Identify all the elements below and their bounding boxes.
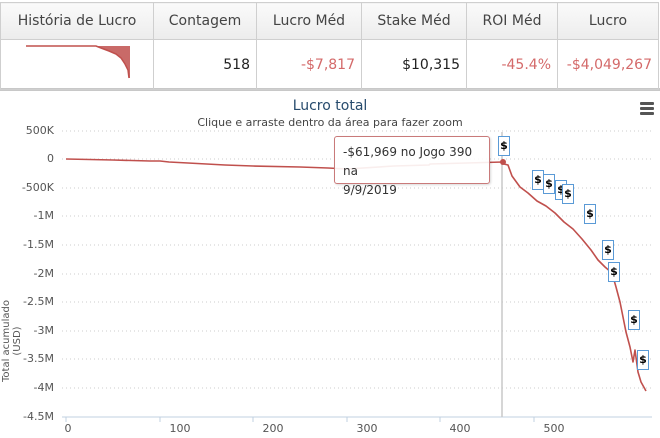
stats-header-row: História de Lucro Contagem Lucro Méd Sta…: [0, 2, 659, 40]
header-avg-profit[interactable]: Lucro Méd: [256, 2, 362, 40]
y-tick: -500K: [21, 181, 54, 194]
dollar-flag-icon[interactable]: $: [584, 204, 596, 224]
y-tick: 500K: [25, 124, 54, 137]
profit-sparkline: [0, 39, 154, 90]
dollar-flag-icon[interactable]: $: [608, 262, 620, 282]
header-profit[interactable]: Lucro: [557, 2, 659, 40]
dollar-flag-icon[interactable]: $: [562, 184, 574, 204]
y-tick: -1.5M: [23, 238, 54, 251]
stats-data-row: 518 -$7,817 $10,315 -45.4% -$4,049,267: [0, 39, 659, 90]
x-tick: 500: [543, 422, 565, 435]
sparkline-chart: [26, 45, 130, 79]
stats-table-panel: História de Lucro Contagem Lucro Méd Sta…: [0, 0, 660, 91]
y-tick: 0: [47, 152, 54, 165]
count-value: 518: [153, 39, 257, 90]
x-tick: 200: [262, 422, 284, 435]
profit-chart[interactable]: Lucro total Clique e arraste dentro da á…: [0, 92, 660, 438]
x-tick: 400: [449, 422, 471, 435]
stats-table: História de Lucro Contagem Lucro Méd Sta…: [0, 2, 659, 90]
data-point-tooltip: -$61,969 no Jogo 390 na 9/9/2019: [334, 136, 490, 197]
header-count[interactable]: Contagem: [153, 2, 257, 40]
y-tick: -4.5M: [23, 410, 54, 423]
x-tick: 300: [356, 422, 378, 435]
y-tick: -1M: [33, 209, 54, 222]
tooltip-line-1: -$61,969 no Jogo 390 na: [343, 145, 473, 178]
avg-profit-value: -$7,817: [256, 39, 362, 90]
tooltip-line-2: 9/9/2019: [343, 183, 397, 197]
x-tick: 0: [64, 422, 72, 435]
plot-area[interactable]: [0, 92, 660, 438]
y-tick: -4M: [33, 381, 54, 394]
dollar-flag-icon[interactable]: $: [637, 350, 649, 370]
x-tick: 100: [169, 422, 191, 435]
y-tick: -3M: [33, 324, 54, 337]
header-avg-roi[interactable]: ROI Méd: [466, 2, 558, 40]
avg-stake-value: $10,315: [361, 39, 467, 90]
dollar-flag-icon[interactable]: $: [543, 174, 555, 194]
header-profit-history[interactable]: História de Lucro: [0, 2, 154, 40]
dollar-flag-icon[interactable]: $: [498, 136, 510, 156]
chart-title: Lucro total: [292, 98, 368, 114]
profit-value: -$4,049,267: [557, 39, 659, 90]
hamburger-menu-icon[interactable]: [640, 102, 654, 117]
y-tick: -3.5M: [23, 352, 54, 365]
chart-subtitle: Clique e arraste dentro da área para faz…: [197, 116, 463, 129]
y-tick: -2M: [33, 267, 54, 280]
dollar-flag-icon[interactable]: $: [628, 310, 640, 330]
dollar-flag-icon[interactable]: $: [602, 240, 614, 260]
avg-roi-value: -45.4%: [466, 39, 558, 90]
header-avg-stake[interactable]: Stake Méd: [361, 2, 467, 40]
y-tick: -2.5M: [23, 295, 54, 308]
